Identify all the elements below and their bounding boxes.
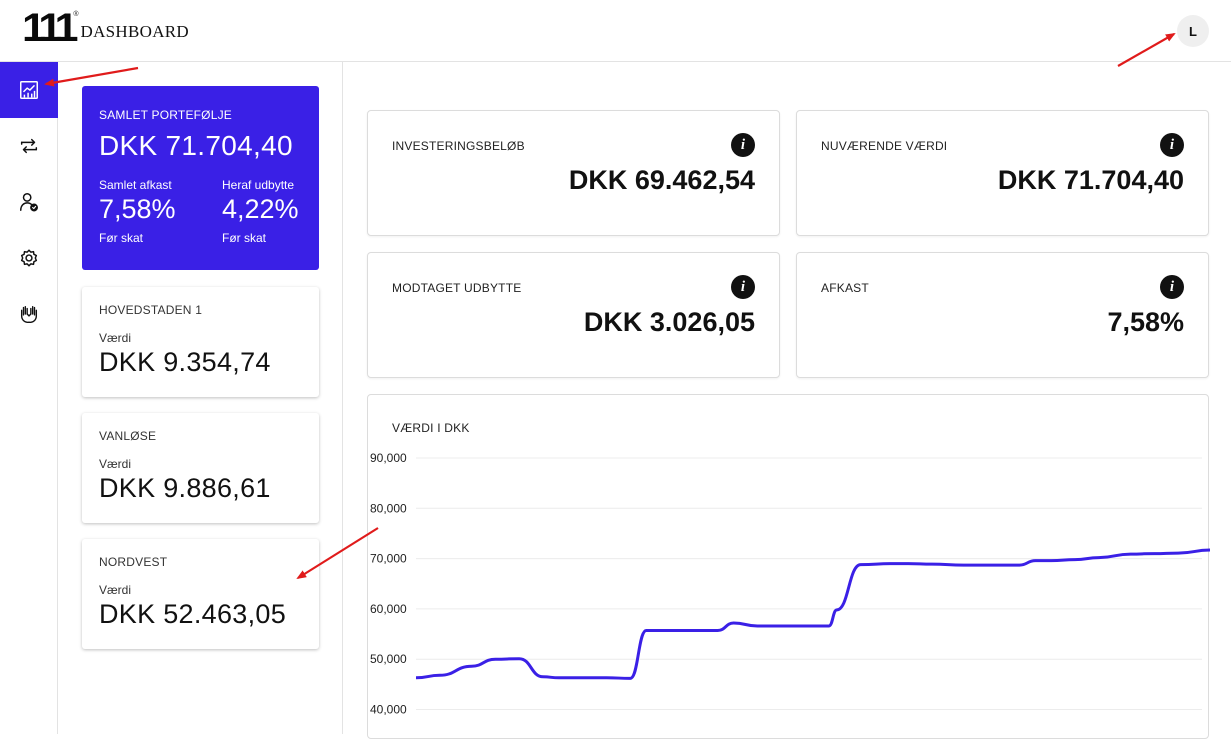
stat-card-invested: INVESTERINGSBELØB i DKK 69.462,54: [367, 110, 780, 236]
stat-label: MODTAGET UDBYTTE: [392, 281, 522, 295]
y-tick-label: 50,000: [370, 652, 407, 666]
hands-icon: [20, 305, 38, 323]
nav-item-settings[interactable]: [0, 230, 58, 286]
info-icon[interactable]: i: [731, 275, 755, 299]
portfolio-value: DKK 71.704,40: [99, 130, 293, 161]
chart-icon: [20, 81, 38, 99]
info-icon[interactable]: i: [1160, 133, 1184, 157]
dividend-label: Heraf udbytte: [222, 178, 295, 192]
return-note: Før skat: [99, 231, 143, 245]
stat-card-dividend: MODTAGET UDBYTTE i DKK 3.026,05: [367, 252, 780, 378]
logo-registered-mark: ®: [73, 11, 79, 18]
y-tick-label: 40,000: [370, 703, 407, 717]
nav-item-support[interactable]: [0, 286, 58, 342]
nav-item-transactions[interactable]: [0, 118, 58, 174]
stat-label: INVESTERINGSBELØB: [392, 139, 525, 153]
nav-item-dashboard[interactable]: [0, 62, 58, 118]
series-line: [415, 548, 1210, 680]
location-name: HOVEDSTADEN 1: [99, 303, 203, 317]
nav-item-profile[interactable]: [0, 174, 58, 230]
value-chart-card: VÆRDI I DKK 90,000 80,000 70,000 60,000 50,0…: [367, 394, 1210, 740]
y-tick-label: 80,000: [370, 501, 407, 515]
location-value-label: Værdi: [99, 583, 132, 597]
dividend-value: 4,22%: [222, 194, 299, 224]
stat-label: NUVÆRENDE VÆRDI: [821, 139, 948, 153]
column-divider: [342, 62, 343, 734]
info-icon[interactable]: i: [1160, 275, 1184, 299]
location-name: VANLØSE: [99, 429, 157, 443]
value-line-chart[interactable]: 90,000 80,000 70,000 60,000 50,000 40,000: [368, 395, 1210, 740]
location-value: DKK 9.354,74: [99, 347, 271, 377]
location-name: NORDVEST: [99, 555, 168, 569]
user-check-icon: [20, 193, 38, 212]
return-value: 7,58%: [99, 194, 176, 224]
location-value-label: Værdi: [99, 457, 132, 471]
return-label: Samlet afkast: [99, 178, 172, 192]
location-card-vanlose[interactable]: VANLØSE Værdi DKK 9.886,61: [82, 413, 319, 523]
gear-icon: [20, 249, 38, 267]
info-icon[interactable]: i: [731, 133, 755, 157]
logo[interactable]: 111 ® DASHBOARD: [22, 6, 189, 50]
y-tick-label: 70,000: [370, 552, 407, 566]
stat-value: DKK 69.462,54: [568, 165, 755, 195]
portfolio-title: SAMLET PORTEFØLJE: [99, 108, 232, 122]
sidebar-nav: [0, 62, 58, 734]
y-tick-label: 60,000: [370, 602, 407, 616]
total-portfolio-card[interactable]: SAMLET PORTEFØLJE DKK 71.704,40 Samlet a…: [82, 86, 319, 270]
location-card-nordvest[interactable]: NORDVEST Værdi DKK 52.463,05: [82, 539, 319, 649]
stat-card-return: AFKAST i 7,58%: [796, 252, 1209, 378]
logo-text: DASHBOARD: [80, 22, 189, 41]
portfolio-metrics: Samlet afkast 7,58% Før skat Heraf udbyt…: [99, 178, 302, 245]
stat-value: DKK 71.704,40: [997, 165, 1184, 195]
return-metric: Samlet afkast 7,58% Før skat: [99, 178, 209, 245]
y-tick-label: 90,000: [370, 451, 407, 465]
user-avatar[interactable]: L: [1177, 15, 1209, 47]
app-header: 111 ® DASHBOARD L: [0, 0, 1231, 62]
location-value: DKK 9.886,61: [99, 473, 271, 503]
location-card-hovedstaden[interactable]: HOVEDSTADEN 1 Værdi DKK 9.354,74: [82, 287, 319, 397]
stat-card-current-value: NUVÆRENDE VÆRDI i DKK 71.704,40: [796, 110, 1209, 236]
chart-title: VÆRDI I DKK: [392, 421, 470, 435]
location-value-label: Værdi: [99, 331, 132, 345]
stat-label: AFKAST: [821, 281, 869, 295]
logo-mark: 111: [22, 6, 79, 50]
dividend-metric: Heraf udbytte 4,22% Før skat: [222, 178, 302, 245]
location-value: DKK 52.463,05: [99, 599, 287, 629]
transfer-icon: [20, 138, 38, 154]
stat-value: DKK 3.026,05: [583, 307, 755, 337]
annotation-arrow: [44, 66, 139, 87]
dividend-note: Før skat: [222, 231, 266, 245]
stat-value: 7,58%: [1107, 307, 1184, 337]
